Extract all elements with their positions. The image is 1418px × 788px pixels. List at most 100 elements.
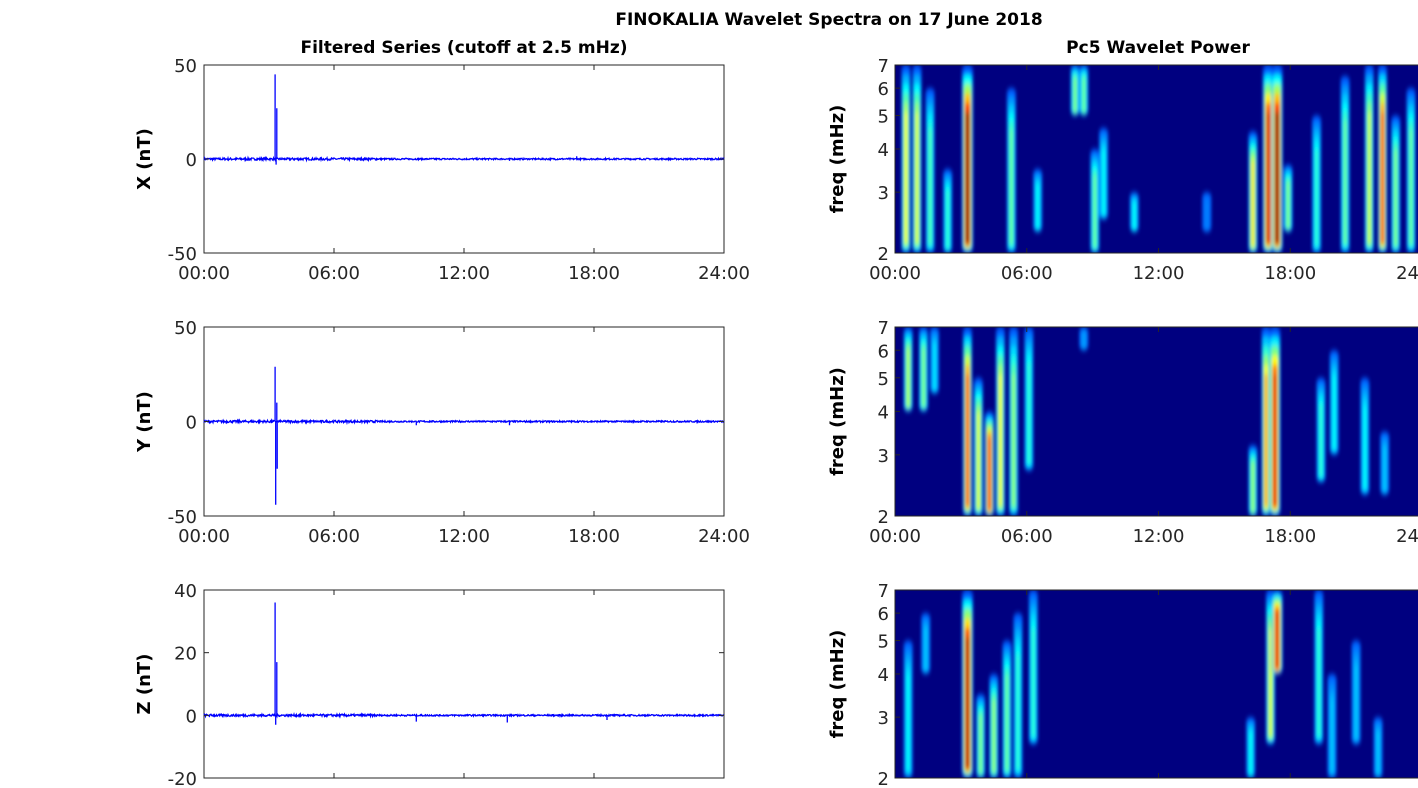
wavelet-event xyxy=(1406,88,1416,253)
power-level xyxy=(1005,674,1009,772)
wavelet-event xyxy=(1269,327,1281,516)
power-level xyxy=(1368,112,1371,244)
wavelet-event xyxy=(1373,717,1383,778)
wavelet-event xyxy=(903,327,913,412)
axes-box xyxy=(203,589,725,779)
wavelet-event xyxy=(1314,590,1324,745)
wavelet-event xyxy=(1261,327,1271,516)
x-tick-label: 12:00 xyxy=(438,526,490,547)
power-level xyxy=(1394,149,1397,247)
power-level xyxy=(1275,112,1279,244)
freq-tick-label: 4 xyxy=(878,402,889,423)
freq-tick-label: 5 xyxy=(878,631,889,652)
y-tick-label: -50 xyxy=(168,244,197,265)
wavelet-event xyxy=(1248,445,1258,516)
freq-tick-label: 6 xyxy=(878,604,889,625)
wavelet-event xyxy=(973,377,983,516)
x-tick-label: 06:00 xyxy=(1001,526,1053,547)
wavelet-event xyxy=(1079,327,1089,351)
y-tick-label: 50 xyxy=(174,56,197,77)
power-level xyxy=(1354,666,1358,740)
wavelet-event xyxy=(1099,128,1109,220)
power-level xyxy=(1102,150,1105,215)
power-level xyxy=(1082,77,1086,113)
x-tick-label: 24:00 xyxy=(1396,263,1418,284)
freq-tick-label: 7 xyxy=(878,318,889,339)
wavelet-event xyxy=(1006,88,1016,253)
wavelet-event xyxy=(1364,65,1374,253)
wavelet-event xyxy=(1391,115,1401,253)
power-level xyxy=(1036,184,1040,229)
power-level xyxy=(1319,403,1323,478)
wavelet-event xyxy=(1360,377,1370,495)
wavelet-event xyxy=(1340,76,1350,253)
left-column-title: Filtered Series (cutoff at 2.5 mHz) xyxy=(300,38,627,58)
power-level xyxy=(1383,447,1386,492)
power-level xyxy=(1016,654,1020,770)
wavelet-event xyxy=(921,613,931,674)
freq-tick-label: 5 xyxy=(878,369,889,390)
wavelet-event xyxy=(1033,169,1043,232)
series-line-X xyxy=(203,74,725,165)
x-tick-label: 00:00 xyxy=(178,526,230,547)
wavelet-event xyxy=(912,65,922,253)
freq-axis-label: freq (mHz) xyxy=(827,367,848,476)
power-level xyxy=(1249,732,1253,775)
power-background xyxy=(895,590,1418,778)
x-tick-label: 12:00 xyxy=(438,263,490,284)
wavelet-event xyxy=(901,65,911,253)
power-level xyxy=(1269,628,1272,737)
x-tick-label: 00:00 xyxy=(869,263,921,284)
x-tick-label: 24:00 xyxy=(1396,526,1418,547)
freq-tick-label: 6 xyxy=(878,341,889,362)
x-tick-label: 24:00 xyxy=(698,526,750,547)
power-level xyxy=(1073,77,1077,113)
power-level xyxy=(1275,611,1279,670)
power-level xyxy=(1330,700,1334,773)
freq-axis-label: freq (mHz) xyxy=(827,630,848,739)
freq-tick-label: 3 xyxy=(878,446,889,467)
wavelet-event xyxy=(1070,65,1080,116)
y-tick-label: -50 xyxy=(168,507,197,528)
wavelet-event xyxy=(1090,149,1100,253)
wavelet-event xyxy=(963,327,972,516)
wavelet-event xyxy=(1129,192,1139,233)
x-tick-label: 06:00 xyxy=(308,263,360,284)
x-tick-label: 06:00 xyxy=(308,526,360,547)
freq-tick-label: 3 xyxy=(878,708,889,729)
wavelet-event xyxy=(1316,377,1326,483)
wavelet-event xyxy=(1312,115,1322,253)
power-level xyxy=(979,715,982,774)
power-level xyxy=(1251,462,1255,513)
x-tick-label: 18:00 xyxy=(568,263,620,284)
wavelet-event xyxy=(1024,327,1034,471)
wavelet-event xyxy=(930,327,939,394)
power-level xyxy=(992,700,996,773)
series-line-Y xyxy=(203,366,725,505)
right-column-title: Pc5 Wavelet Power xyxy=(1066,38,1250,58)
power-level xyxy=(1286,181,1290,229)
power-level xyxy=(906,674,910,772)
wavelet-event xyxy=(1271,590,1283,674)
x-tick-label: 12:00 xyxy=(1133,263,1185,284)
x-tick-label: 18:00 xyxy=(568,526,620,547)
wavelet-event xyxy=(1380,431,1390,495)
wavelet-event xyxy=(925,88,935,253)
power-level xyxy=(1251,161,1255,247)
figure-title: FINOKALIA Wavelet Spectra on 17 June 201… xyxy=(615,10,1042,30)
power-level xyxy=(977,412,980,510)
x-tick-label: 00:00 xyxy=(178,263,230,284)
wavelet-event xyxy=(1262,65,1274,253)
power-level xyxy=(946,190,950,249)
y-tick-label: 20 xyxy=(174,644,197,665)
x-tick-label: 00:00 xyxy=(869,526,921,547)
power-level xyxy=(965,112,970,244)
y-tick-label: 50 xyxy=(174,318,197,339)
freq-tick-label: 7 xyxy=(878,56,889,77)
wavelet-event xyxy=(1028,590,1038,745)
freq-tick-label: 6 xyxy=(878,79,889,100)
power-level xyxy=(1010,129,1013,245)
power-level xyxy=(1363,407,1367,490)
power-level xyxy=(1032,628,1035,737)
power-level xyxy=(966,374,969,507)
